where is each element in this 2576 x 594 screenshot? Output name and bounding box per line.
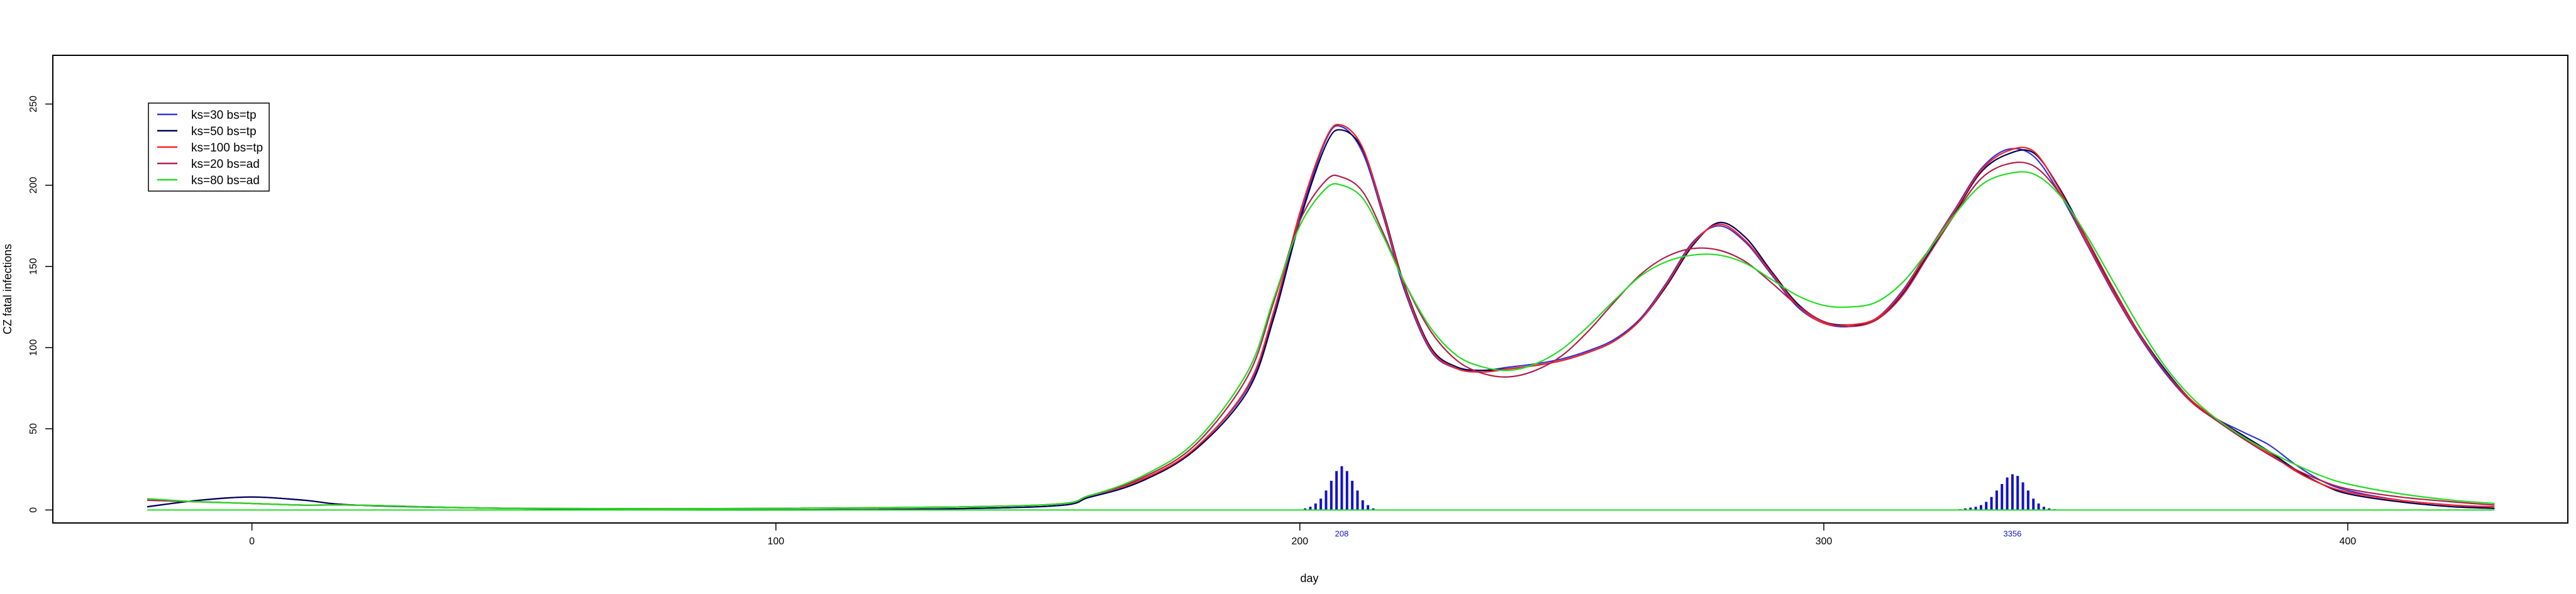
x-axis: 0 100 200 300 400 xyxy=(249,523,2357,547)
legend: ks=30 bs=tp ks=50 bs=tp ks=100 bs=tp ks=20 … xyxy=(148,102,270,192)
series-line-5 xyxy=(147,171,2495,510)
y-tick-label: 100 xyxy=(28,339,39,356)
x-tick-label: 0 xyxy=(249,536,255,547)
x-tick-label: 200 xyxy=(1291,536,1308,547)
series-line-1 xyxy=(147,124,2495,511)
y-axis-label: CZ fatal infections xyxy=(1,244,14,334)
x-tick-label: 300 xyxy=(1816,536,1833,547)
event-bars xyxy=(1304,466,2061,510)
x-axis-label: day xyxy=(1300,572,1318,585)
y-tick-label: 150 xyxy=(28,258,39,275)
series-line-3 xyxy=(147,123,2495,510)
y-tick-label: 0 xyxy=(28,507,39,513)
legend-label: ks=30 bs=tp xyxy=(191,109,257,122)
y-tick-label: 250 xyxy=(28,96,39,113)
x-tick-label: 100 xyxy=(767,536,784,547)
bar-annotation: 3356 xyxy=(2003,529,2021,538)
legend-label: ks=20 bs=ad xyxy=(191,158,260,171)
legend-label: ks=100 bs=tp xyxy=(191,141,263,155)
series-lines xyxy=(147,123,2495,511)
x-tick-label: 400 xyxy=(2340,536,2357,547)
annotations: 208 3356 xyxy=(1335,529,2022,538)
bar-annotation: 208 xyxy=(1335,529,1349,538)
series-line-4 xyxy=(147,162,2495,510)
y-tick-label: 50 xyxy=(28,423,39,434)
y-tick-label: 200 xyxy=(28,177,39,194)
y-axis: 0 50 100 150 200 250 xyxy=(28,96,53,513)
plot-frame xyxy=(52,55,2568,524)
legend-label: ks=80 bs=ad xyxy=(191,174,260,187)
legend-label: ks=50 bs=tp xyxy=(191,125,257,138)
